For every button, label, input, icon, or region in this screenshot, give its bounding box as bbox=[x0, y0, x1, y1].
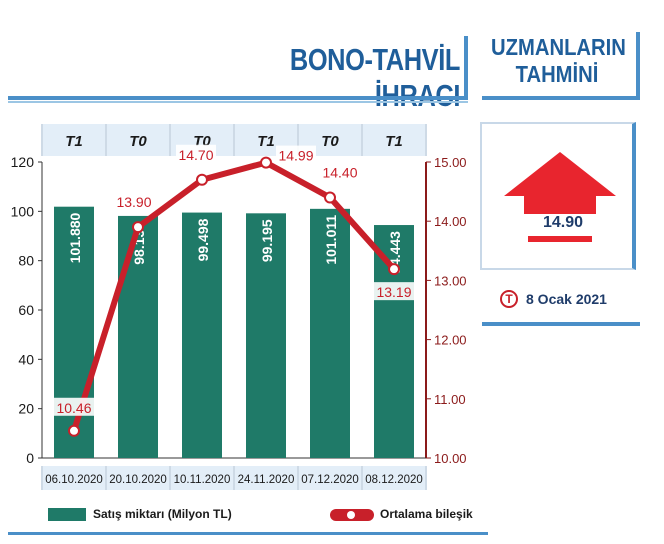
forecast-date: 8 Ocak 2021 bbox=[526, 291, 607, 307]
forecast-value: 14.90 bbox=[542, 214, 584, 231]
y-right-tick-label: 12.00 bbox=[434, 333, 467, 348]
x-tick-label: 06.10.2020 bbox=[45, 474, 103, 486]
bar-4 bbox=[310, 208, 350, 458]
y-right-tick-label: 15.00 bbox=[434, 155, 467, 170]
line-value-label: 13.90 bbox=[116, 194, 151, 210]
legend-bar-swatch bbox=[48, 508, 86, 521]
bar-value-label: 99.195 bbox=[259, 219, 275, 262]
line-point bbox=[324, 191, 336, 204]
top-label: T1 bbox=[257, 133, 275, 150]
line-label-bg bbox=[176, 144, 216, 163]
x-tick-label: 07.12.2020 bbox=[301, 474, 359, 486]
y-left-tick-label: 20 bbox=[18, 401, 34, 417]
x-tick-label: 20.10.2020 bbox=[109, 474, 167, 486]
bar-1 bbox=[118, 215, 158, 458]
y-right-tick-label: 13.00 bbox=[434, 273, 467, 288]
legend-bar-label: Satış miktarı (Milyon TL) bbox=[93, 507, 232, 521]
legend-line-label: Ortalama bileşik bbox=[380, 507, 473, 521]
y-right-tick-label: 11.00 bbox=[434, 392, 466, 407]
line-point bbox=[68, 424, 80, 437]
x-tick-label: 10.11.2020 bbox=[174, 474, 231, 486]
y-left-tick-label: 100 bbox=[11, 203, 35, 219]
y-left-tick-label: 40 bbox=[18, 351, 34, 367]
chart-title: BONO-TAHVİL İHRACI bbox=[289, 42, 461, 113]
x-tick-label: 24.11.2020 bbox=[238, 474, 295, 486]
line-label-bg bbox=[374, 282, 414, 301]
line-value-label: 13.19 bbox=[376, 284, 411, 300]
line-point bbox=[388, 263, 400, 276]
legend: Satış miktarı (Milyon TL) Ortalama bileş… bbox=[48, 504, 488, 526]
forecast-date-underline bbox=[482, 322, 640, 326]
logo-t-icon: T bbox=[500, 290, 518, 308]
top-label: T1 bbox=[385, 133, 403, 150]
top-label: T0 bbox=[129, 133, 147, 150]
y-left-tick-label: 80 bbox=[18, 253, 34, 269]
line-label-bg bbox=[320, 162, 360, 181]
forecast-title-line1: UZMANLARIN bbox=[491, 34, 626, 60]
line-point bbox=[260, 156, 272, 169]
up-arrow-icon bbox=[504, 152, 616, 244]
forecast-title-line2: TAHMİNİ bbox=[515, 61, 599, 87]
top-label: T1 bbox=[65, 133, 83, 150]
forecast-date-row: T 8 Ocak 2021 bbox=[500, 288, 607, 310]
line-value-label: 10.46 bbox=[56, 400, 91, 416]
bar-value-label: 101.880 bbox=[67, 212, 83, 263]
line-value-label: 14.99 bbox=[278, 148, 313, 164]
x-tick-label: 08.12.2020 bbox=[365, 474, 423, 486]
title-underline bbox=[8, 96, 468, 100]
forecast-title-underline bbox=[482, 96, 640, 100]
line-label-bg bbox=[54, 397, 94, 416]
y-left-tick-label: 120 bbox=[11, 154, 35, 170]
line-label-bg bbox=[276, 145, 316, 164]
line-value-label: 14.40 bbox=[322, 165, 357, 181]
legend-line-swatch bbox=[330, 509, 374, 521]
forecast-title-divider bbox=[636, 32, 640, 96]
top-label: T0 bbox=[321, 133, 339, 150]
line-point bbox=[196, 173, 208, 186]
line-value-label: 14.70 bbox=[178, 147, 213, 163]
legend-underline bbox=[8, 532, 488, 535]
title-underline-light bbox=[8, 101, 468, 103]
forecast-panel-title: UZMANLARIN TAHMİNİ bbox=[491, 34, 626, 88]
bar-0 bbox=[54, 206, 94, 458]
line-label-bg bbox=[114, 192, 154, 211]
bar-value-label: 101.011 bbox=[323, 215, 339, 265]
bar-2 bbox=[182, 212, 222, 458]
y-right-tick-label: 10.00 bbox=[434, 451, 467, 466]
title-divider bbox=[464, 36, 468, 96]
bar-3 bbox=[246, 213, 286, 458]
y-right-tick-label: 14.00 bbox=[434, 214, 467, 229]
bar-value-label: 99.498 bbox=[195, 218, 211, 261]
line-series bbox=[71, 159, 397, 434]
y-left-tick-label: 60 bbox=[18, 302, 34, 318]
line-point bbox=[132, 221, 144, 234]
y-left-tick-label: 0 bbox=[26, 450, 34, 466]
